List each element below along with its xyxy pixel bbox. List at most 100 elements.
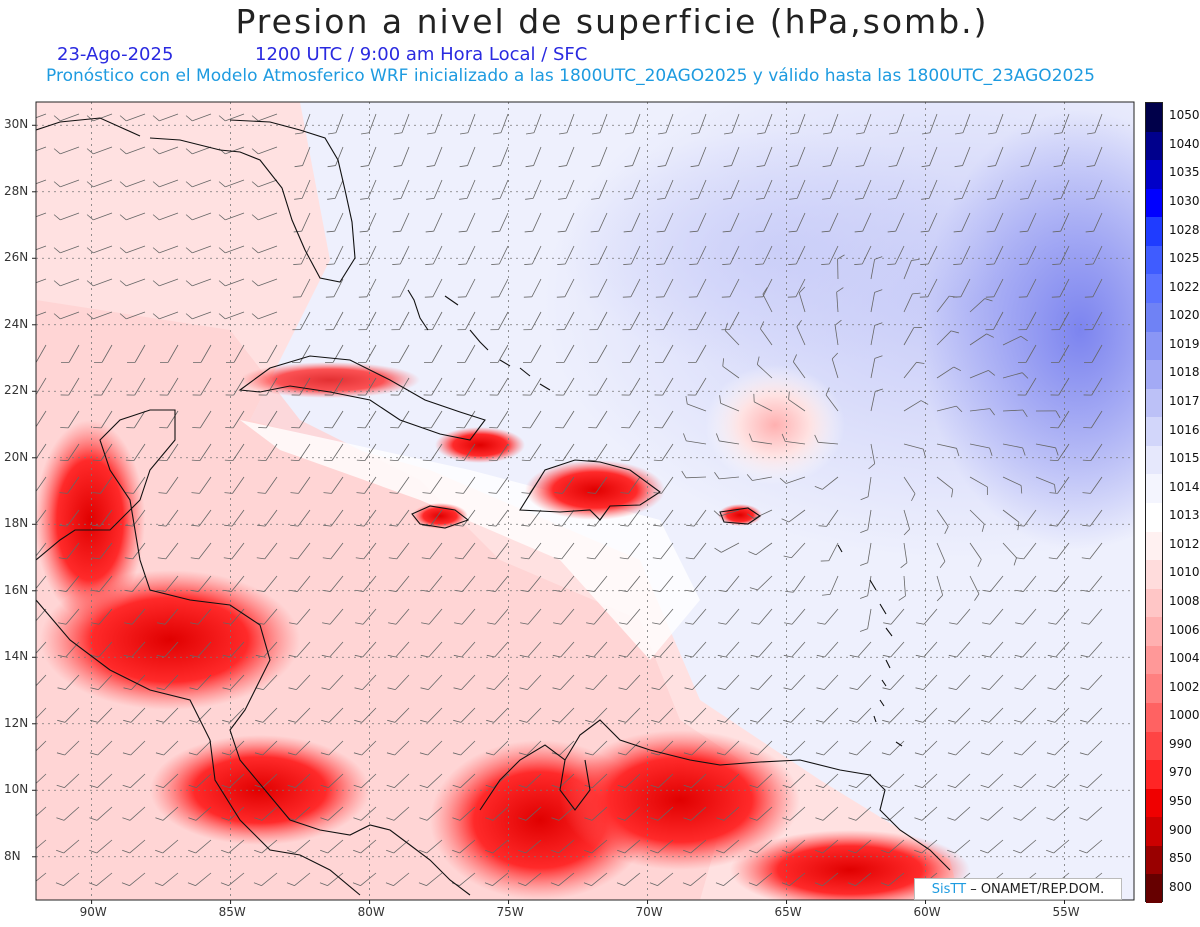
wind-barb — [121, 872, 146, 887]
wind-barb — [651, 707, 674, 723]
wind-barb — [1080, 674, 1103, 691]
legend-level-label: 1008 — [1169, 594, 1200, 608]
wind-barb — [920, 212, 938, 233]
wind-barb — [849, 674, 872, 691]
wind-barb — [421, 575, 443, 592]
wind-barb — [837, 254, 845, 280]
wind-barb — [1002, 443, 1026, 456]
wind-barb — [36, 344, 47, 363]
wind-barb — [251, 278, 278, 287]
wind-barb — [185, 113, 212, 122]
wind-barb — [1013, 806, 1037, 821]
wind-barb — [553, 608, 575, 625]
wind-barb — [782, 839, 806, 854]
wind-barb — [518, 806, 542, 821]
wind-barb — [185, 278, 212, 287]
wind-barb — [887, 212, 905, 233]
wind-barb — [157, 575, 179, 592]
wind-barb — [189, 674, 212, 691]
wind-barb — [870, 289, 883, 313]
wind-barb — [624, 146, 641, 168]
wind-barb — [825, 387, 839, 412]
wind-barb — [903, 443, 926, 457]
wind-barb — [788, 212, 806, 233]
wind-barb — [192, 410, 212, 429]
wind-barb — [485, 839, 509, 854]
wind-barb — [452, 806, 476, 821]
wind-barb — [119, 179, 146, 188]
wind-barb — [716, 839, 740, 854]
wind-barb — [255, 641, 278, 658]
wind-barb — [454, 542, 476, 560]
wind-barb — [1017, 377, 1037, 396]
wind-barb — [980, 806, 1004, 821]
wind-barb — [681, 470, 707, 479]
wind-barb — [551, 839, 575, 854]
wind-barb — [685, 396, 707, 412]
wind-barb — [783, 542, 806, 559]
wind-barb — [618, 674, 641, 691]
legend-swatch — [1146, 417, 1162, 447]
wind-barb — [518, 740, 542, 756]
wind-barb — [155, 773, 179, 789]
wind-barb — [854, 245, 872, 265]
map-title: Presion a nivel de superficie (hPa,somb.… — [235, 2, 989, 41]
wind-barb — [750, 707, 773, 723]
wind-barb — [1014, 641, 1037, 658]
map-plot-area — [36, 102, 1134, 900]
wind-barb — [523, 344, 542, 363]
wind-barb — [519, 707, 542, 723]
wind-barb — [189, 641, 212, 658]
wind-barb — [255, 707, 278, 723]
wind-barb — [1019, 212, 1037, 233]
wind-barb — [36, 245, 47, 254]
wind-barb — [723, 179, 740, 200]
wind-barb — [456, 377, 476, 396]
wind-barb — [326, 212, 344, 233]
wind-barb — [657, 146, 674, 168]
wind-barb — [980, 839, 1004, 854]
legend-level-label: 1040 — [1169, 136, 1200, 151]
wind-barb — [870, 355, 883, 379]
wind-barb — [520, 608, 542, 625]
wind-barb — [525, 146, 542, 168]
wind-barb — [781, 433, 806, 445]
wind-barb — [903, 292, 921, 313]
wind-barb — [589, 311, 608, 331]
wind-barb — [654, 410, 674, 429]
wind-barb — [900, 542, 908, 569]
wind-barb — [222, 674, 245, 691]
wind-barb — [1080, 707, 1103, 723]
wind-barb — [119, 278, 146, 287]
forecast-description: Pronóstico con el Modelo Atmosferico WRF… — [46, 66, 1095, 86]
wind-barb — [92, 476, 113, 494]
legend-level-label: 1002 — [1169, 679, 1200, 694]
wind-barb — [716, 773, 740, 789]
wind-barb — [486, 707, 509, 723]
wind-barb — [89, 740, 113, 756]
wind-barb — [53, 179, 80, 188]
wind-barb — [386, 740, 410, 756]
wind-barb — [86, 278, 113, 287]
wind-barb — [357, 377, 377, 396]
wind-barb — [358, 344, 377, 363]
wind-barb — [191, 476, 212, 494]
wind-barb — [620, 443, 641, 462]
wind-barb — [187, 872, 212, 887]
wind-barb — [1083, 377, 1103, 396]
wind-barb — [192, 377, 212, 396]
wind-barb — [358, 311, 377, 331]
wind-barb — [484, 872, 509, 887]
wind-barb — [954, 113, 971, 135]
wind-barb — [655, 311, 674, 331]
wind-barb — [523, 311, 542, 331]
wind-barb — [1082, 476, 1103, 494]
wind-barb — [650, 773, 674, 789]
wind-barb — [387, 707, 410, 723]
wind-barb — [419, 806, 443, 821]
wind-barb — [159, 377, 179, 396]
wind-barb — [152, 146, 179, 155]
legend-level-label: 1015 — [1169, 451, 1200, 466]
wind-barb — [36, 179, 47, 188]
legend-level-label: 990 — [1169, 736, 1192, 751]
